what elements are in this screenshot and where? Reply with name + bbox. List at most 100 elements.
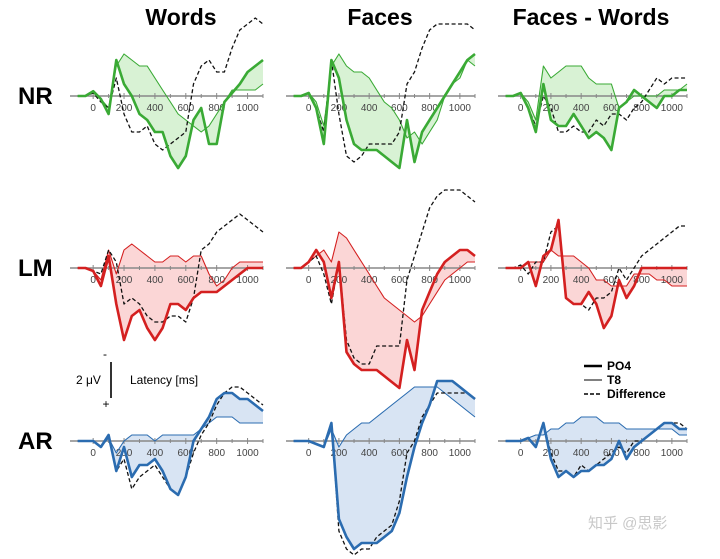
scale-bar-plus: +: [102, 397, 109, 411]
shaded-difference-area: [505, 66, 687, 150]
series-line-po4: [77, 254, 263, 342]
x-tick-label: 1000: [236, 275, 259, 286]
scale-bar-value-label: 2 μV: [76, 373, 101, 387]
series-line-difference: [505, 77, 687, 133]
x-tick-label: 600: [603, 448, 620, 459]
x-tick-label: 600: [603, 103, 620, 114]
x-tick-label: 400: [147, 275, 164, 286]
x-tick-label: 0: [306, 103, 312, 114]
shaded-difference-area: [293, 54, 475, 168]
x-tick-label: 800: [421, 103, 438, 114]
x-tick-label: 1000: [661, 275, 684, 286]
panel-lm-faces-words: 0 200 400 600 800 1000: [498, 218, 688, 330]
series-line-po4: [293, 248, 476, 390]
x-tick-label: 400: [147, 103, 164, 114]
panel-ar-words: 0 200 400 600 800 1000: [70, 386, 264, 497]
x-tick-label: 0: [306, 275, 312, 286]
shaded-difference-area: [77, 393, 263, 495]
x-tick-label: 1000: [661, 103, 684, 114]
x-tick-label: 400: [361, 448, 378, 459]
x-tick-label: 0: [306, 448, 312, 459]
series-line-t8: [77, 243, 263, 287]
x-tick-label: 200: [116, 275, 133, 286]
x-tick-label: 1000: [449, 275, 472, 286]
x-tick-label: 600: [603, 275, 620, 286]
shaded-difference-area: [505, 417, 687, 477]
x-tick-label: 1000: [236, 448, 259, 459]
x-tick-label: 800: [633, 103, 650, 114]
column-title-faces-words: Faces - Words: [513, 4, 670, 30]
series-line-po4: [293, 52, 476, 170]
x-tick-label: 400: [573, 448, 590, 459]
series-line-difference: [293, 23, 476, 163]
x-axis-label: Latency [ms]: [130, 373, 198, 387]
shaded-difference-area: [505, 220, 687, 328]
x-tick-label: 800: [208, 103, 225, 114]
x-tick-label: 0: [90, 275, 96, 286]
scale-bar-minus: -: [103, 347, 107, 361]
x-tick-label: 600: [391, 448, 408, 459]
x-tick-label: 0: [518, 448, 524, 459]
x-tick-label: 200: [116, 103, 133, 114]
x-tick-label: 200: [331, 448, 348, 459]
x-tick-label: 1000: [236, 103, 259, 114]
series-line-difference: [77, 17, 264, 151]
legend: PO4 T8 Difference: [584, 359, 666, 401]
x-tick-label: 0: [90, 103, 96, 114]
x-tick-label: 400: [361, 275, 378, 286]
x-tick-label: 400: [361, 103, 378, 114]
panel-nr-words: 0 200 400 600 800 1000: [70, 17, 264, 170]
x-tick-label: 200: [543, 275, 560, 286]
shaded-difference-area: [293, 232, 475, 388]
series-line-po4: [505, 421, 687, 479]
series-line-po4: [505, 218, 687, 330]
legend-label-po4: PO4: [607, 359, 631, 373]
watermark: 知乎 @思影: [588, 515, 667, 532]
series-line-difference: [293, 189, 476, 365]
x-tick-label: 200: [116, 448, 133, 459]
series-line-po4: [293, 379, 476, 551]
x-tick-label: 600: [177, 275, 194, 286]
x-tick-label: 1000: [449, 448, 472, 459]
row-label-nr: NR: [18, 83, 53, 110]
series-line-po4: [505, 82, 687, 152]
row-label-lm: LM: [18, 255, 53, 282]
shaded-difference-area: [293, 381, 475, 549]
x-tick-label: 800: [208, 448, 225, 459]
panel-nr-faces: 0 200 400 600 800 1000: [286, 23, 476, 170]
x-tick-label: 1000: [449, 103, 472, 114]
x-tick-label: 200: [331, 103, 348, 114]
panel-lm-words: 0 200 400 600 800 1000: [70, 213, 264, 342]
x-tick-label: 600: [177, 448, 194, 459]
series-line-difference: [505, 225, 687, 311]
x-tick-label: 800: [633, 448, 650, 459]
x-tick-label: 600: [391, 103, 408, 114]
x-tick-label: 200: [331, 275, 348, 286]
x-tick-label: 400: [147, 448, 164, 459]
x-tick-label: 0: [518, 275, 524, 286]
x-tick-label: 0: [90, 448, 96, 459]
shaded-difference-area: [77, 54, 263, 168]
x-tick-label: 400: [573, 275, 590, 286]
series-line-difference: [77, 213, 264, 323]
scale-bar: - + 2 μV Latency [ms]: [76, 347, 198, 411]
x-tick-label: 600: [391, 275, 408, 286]
x-tick-label: 800: [208, 275, 225, 286]
row-label-ar: AR: [18, 428, 53, 455]
column-title-words: Words: [145, 4, 216, 30]
x-tick-label: 600: [177, 103, 194, 114]
column-title-faces: Faces: [347, 4, 412, 30]
panel-nr-faces-words: 0 200 400 600 800 1000: [498, 65, 688, 152]
x-tick-label: 400: [573, 103, 590, 114]
legend-label-difference: Difference: [607, 387, 666, 401]
legend-label-t8: T8: [607, 373, 621, 387]
x-tick-label: 1000: [661, 448, 684, 459]
x-tick-label: 800: [633, 275, 650, 286]
panel-ar-faces: 0 200 400 600 800 1000: [286, 379, 476, 556]
x-tick-label: 0: [518, 103, 524, 114]
x-tick-label: 800: [421, 275, 438, 286]
series-line-t8: [293, 231, 475, 323]
series-line-difference: [293, 392, 476, 556]
series-line-t8: [505, 65, 688, 121]
